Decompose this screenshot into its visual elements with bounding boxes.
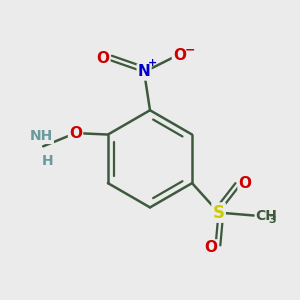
Text: 3: 3 xyxy=(268,215,276,225)
Text: O: O xyxy=(238,176,252,190)
Text: NH: NH xyxy=(30,129,53,143)
Text: +: + xyxy=(148,58,157,68)
Text: O: O xyxy=(173,48,186,63)
Text: O: O xyxy=(69,126,82,141)
Text: O: O xyxy=(205,240,218,255)
Text: N: N xyxy=(138,64,151,80)
Text: −: − xyxy=(184,44,195,56)
Text: O: O xyxy=(96,51,110,66)
Text: S: S xyxy=(213,204,225,222)
Text: H: H xyxy=(42,154,53,168)
Text: CH: CH xyxy=(255,208,277,223)
